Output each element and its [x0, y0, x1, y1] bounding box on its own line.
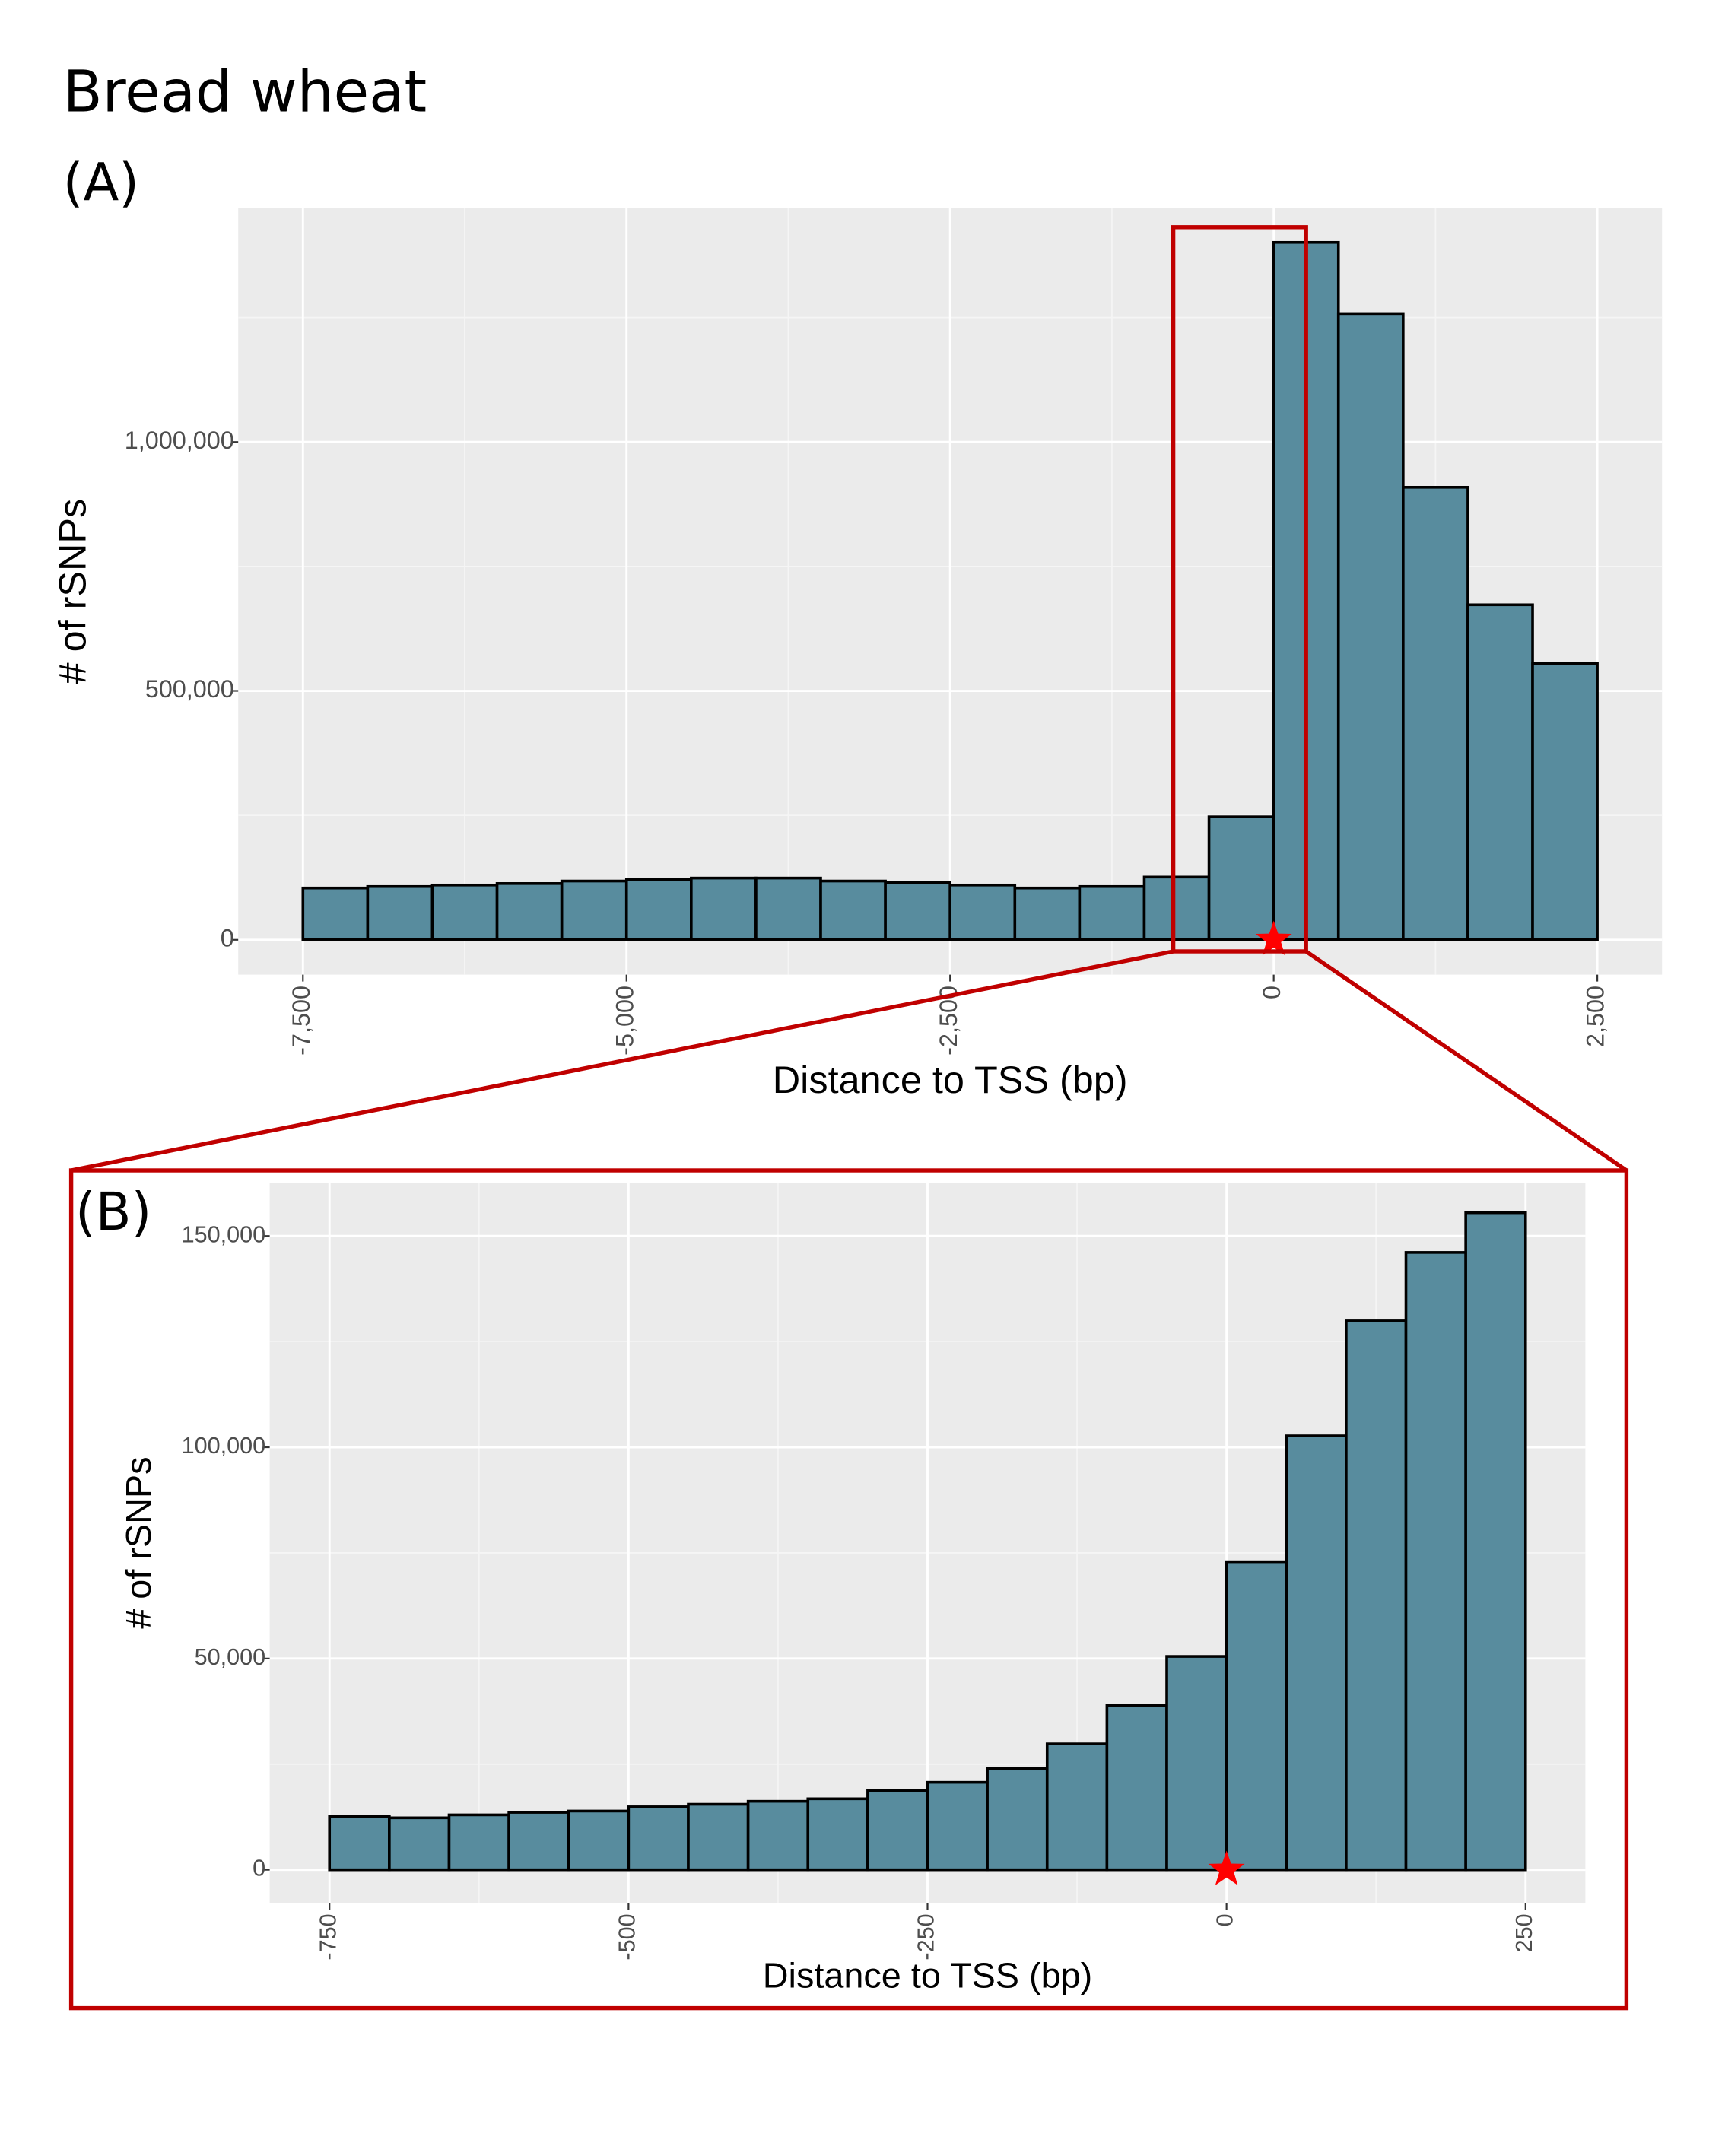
bar [388, 1816, 451, 1872]
bar [1404, 1251, 1467, 1872]
bar [430, 883, 499, 941]
bar [1466, 603, 1534, 941]
y-tick-label: 1,000,000 [125, 427, 234, 454]
bar [366, 884, 434, 941]
bar [627, 1805, 690, 1872]
y-tick-label: 100,000 [182, 1433, 266, 1459]
bar [495, 882, 564, 941]
tss-marker [1208, 1850, 1245, 1886]
bar [1345, 1319, 1408, 1872]
bar [447, 1813, 510, 1872]
bar [1013, 886, 1082, 941]
bar [328, 1815, 391, 1872]
zoom-box [1171, 225, 1308, 954]
y-axis-title: # of rSNPs [50, 499, 94, 684]
zoom-callout [68, 225, 1629, 2011]
bar [1207, 815, 1275, 941]
y-axis-title: # of rSNPs [119, 1456, 158, 1628]
y-tick-label: 0 [221, 924, 234, 951]
bar [926, 1780, 989, 1872]
x-tick-label: -7,500 [288, 986, 315, 1056]
bar [754, 876, 822, 941]
y-tick-label: 150,000 [182, 1221, 266, 1247]
bar [819, 879, 887, 941]
panel-label: (B) [75, 1183, 151, 1243]
bar [866, 1789, 929, 1872]
bar [1464, 1211, 1527, 1872]
x-tick-label: 2,500 [1582, 986, 1609, 1047]
zoom-line [1304, 949, 1628, 1173]
x-axis-title: Distance to TSS (bp) [763, 1955, 1093, 1995]
x-tick-label: 0 [1212, 1913, 1238, 1926]
x-tick-label: -5,000 [611, 986, 638, 1056]
bar [687, 1802, 750, 1872]
bar [624, 878, 693, 941]
bar [884, 881, 952, 941]
y-tick-label: 50,000 [195, 1644, 266, 1670]
bar [1285, 1434, 1348, 1872]
bar [690, 876, 758, 941]
bar [1165, 1655, 1228, 1872]
bar [301, 886, 370, 941]
bar [806, 1797, 869, 1872]
bar [1531, 662, 1599, 941]
bar [1105, 1704, 1168, 1872]
x-tick-label: -250 [913, 1913, 939, 1960]
bar [986, 1767, 1049, 1872]
charts: -7,500 -5,000 -2,500 0 2,5000500,0001,000,00… [50, 153, 1663, 1995]
bar [1402, 486, 1469, 941]
zoom-panel-border [68, 1168, 1629, 2011]
bar [1078, 884, 1146, 941]
figure-title: Bread wheat [63, 59, 427, 125]
bar [1336, 312, 1405, 941]
bar [560, 879, 628, 941]
bar [1045, 1742, 1109, 1872]
x-tick-label: 250 [1511, 1913, 1537, 1952]
y-tick-label: 500,000 [145, 675, 234, 703]
x-tick-label: 0 [1258, 986, 1285, 999]
bar [948, 883, 1017, 941]
bar [1142, 875, 1211, 941]
panel-label: (A) [63, 153, 139, 213]
tss-marker [1255, 920, 1292, 956]
bar [746, 1799, 810, 1872]
x-axis-title: Distance to TSS (bp) [773, 1058, 1128, 1101]
zoom-line [71, 949, 1174, 1173]
x-tick-label: -500 [614, 1913, 640, 1960]
bar [1225, 1560, 1288, 1872]
bar [507, 1811, 570, 1872]
bar [567, 1809, 631, 1872]
y-tick-label: 0 [253, 1856, 265, 1881]
x-tick-label: -750 [315, 1913, 341, 1960]
